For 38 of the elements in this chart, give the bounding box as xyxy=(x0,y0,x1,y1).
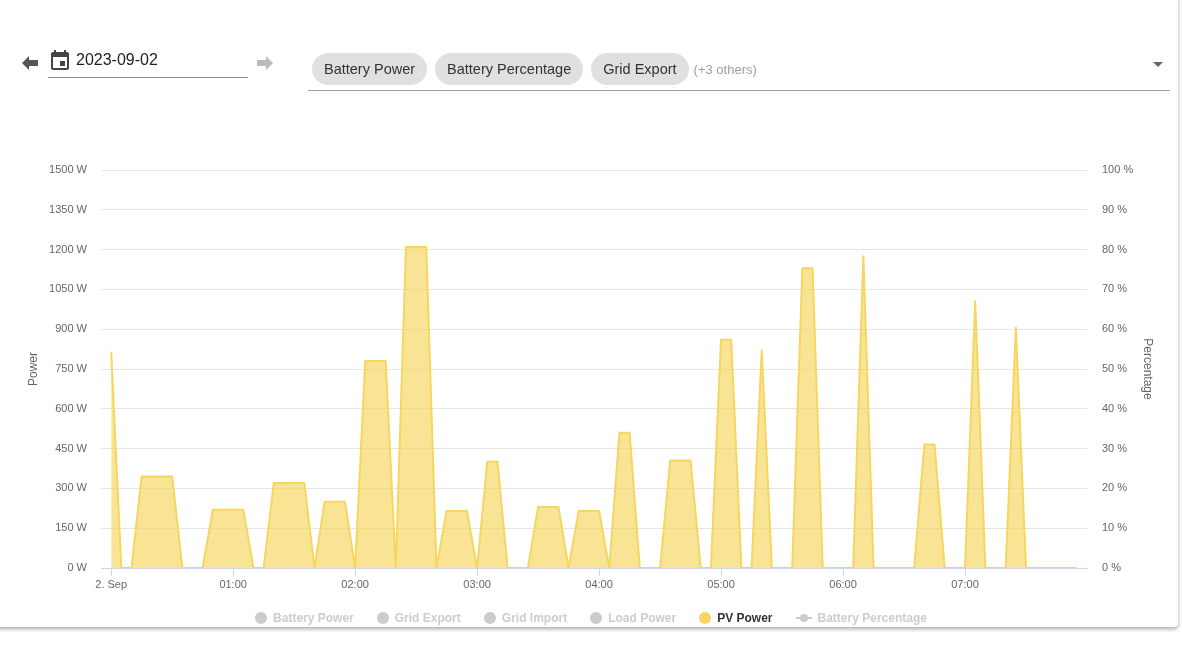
y-tick-label: 1050 W xyxy=(49,282,88,295)
y-tick-label: 1200 W xyxy=(49,242,88,255)
x-tick-label: 02:00 xyxy=(341,577,369,590)
y-tick-label: 450 W xyxy=(55,441,88,454)
y-tick-label: 300 W xyxy=(55,481,88,494)
y2-tick-label: 60 % xyxy=(1102,322,1128,335)
y-tick-label: 150 W xyxy=(55,521,88,534)
y2-tick-label: 90 % xyxy=(1102,202,1128,215)
x-tick-label: 06:00 xyxy=(829,577,857,590)
text: 2023-09-02 xyxy=(76,51,158,69)
y2-tick-label: 70 % xyxy=(1102,282,1128,295)
y-tick-label: 600 W xyxy=(55,401,88,414)
text: Battery Percentage xyxy=(447,61,572,77)
x-tick-label: 07:00 xyxy=(951,577,979,590)
y-tick-label: 0 W xyxy=(67,561,88,574)
y2-axis-title: Percentage xyxy=(1141,338,1156,401)
x-tick-label: 03:00 xyxy=(463,577,491,590)
y-tick-label: 750 W xyxy=(55,362,88,375)
y2-tick-label: 100 % xyxy=(1102,163,1134,176)
y-tick-label: 1350 W xyxy=(49,202,88,215)
text: Battery Power xyxy=(324,61,416,77)
legend-label: PV Power xyxy=(717,611,773,625)
y2-tick-label: 10 % xyxy=(1102,521,1128,534)
y-axis-title: Power xyxy=(25,351,40,387)
text: Grid Export xyxy=(603,61,677,77)
y2-tick-label: 20 % xyxy=(1102,481,1128,494)
y2-tick-label: 50 % xyxy=(1102,362,1128,375)
y2-tick-label: 30 % xyxy=(1102,441,1128,454)
y2-tick-label: 0 % xyxy=(1102,561,1122,574)
y-tick-label: 1500 W xyxy=(49,163,88,176)
x-tick-label: 01:00 xyxy=(219,577,247,590)
x-tick-label: 2. Sep xyxy=(95,577,128,590)
x-tick-label: 05:00 xyxy=(707,577,735,590)
y-tick-label: 900 W xyxy=(55,322,88,335)
y2-tick-label: 80 % xyxy=(1102,242,1128,255)
y2-tick-label: 40 % xyxy=(1102,401,1128,414)
text: (+3 others) xyxy=(693,61,757,77)
x-tick-label: 04:00 xyxy=(585,577,613,590)
